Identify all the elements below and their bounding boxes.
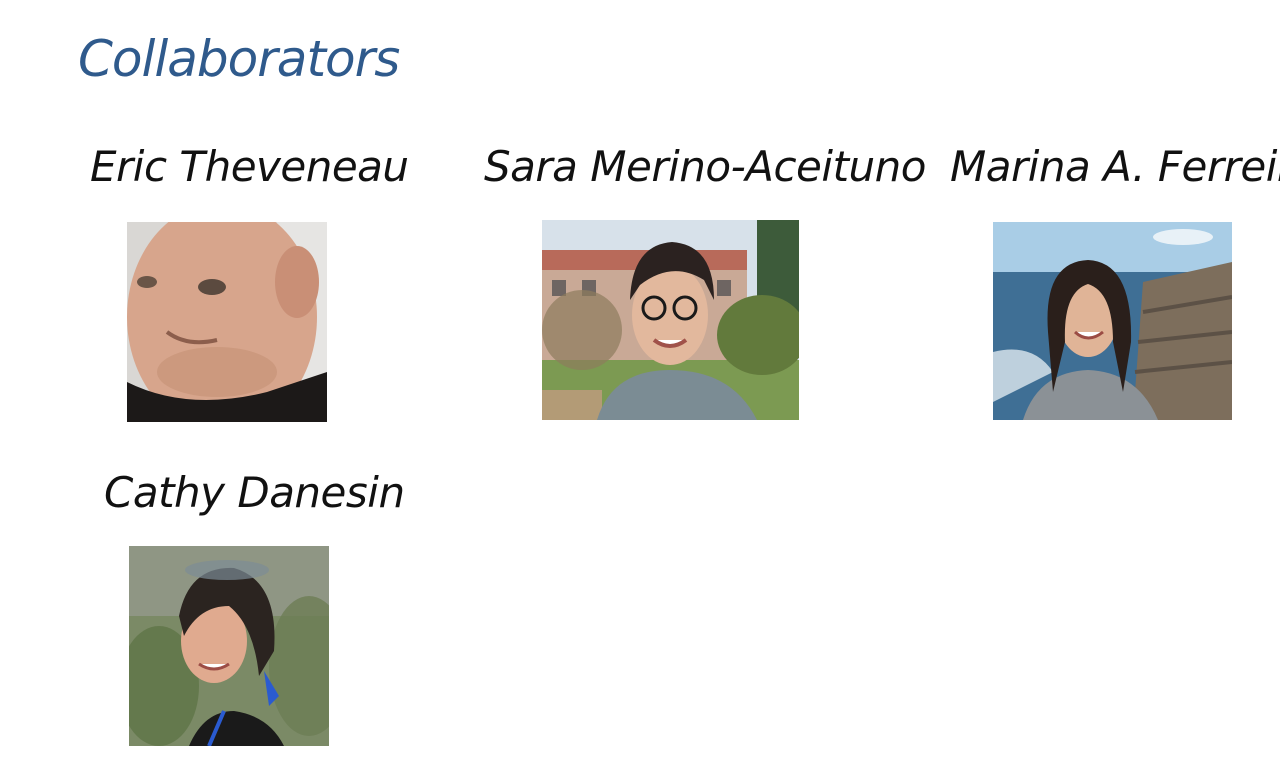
portrait-photo-icon: [993, 222, 1232, 420]
collaborator-name-sara-merino-aceituno: Sara Merino-Aceituno: [484, 142, 926, 191]
collaborator-photo-cathy-danesin: [129, 546, 329, 746]
portrait-photo-icon: [129, 546, 329, 746]
collaborator-name-cathy-danesin: Cathy Danesin: [104, 468, 405, 517]
page-title: Collaborators: [78, 30, 400, 88]
collaborator-name-marina-a-ferreira: Marina A. Ferreira: [950, 142, 1280, 191]
collaborator-name-eric-theveneau: Eric Theveneau: [90, 142, 409, 191]
collaborator-photo-marina-a-ferreira: [993, 222, 1232, 420]
portrait-photo-icon: [542, 220, 799, 420]
portrait-photo-icon: [127, 222, 327, 422]
collaborator-photo-sara-merino-aceituno: [542, 220, 799, 420]
collaborator-photo-eric-theveneau: [127, 222, 327, 422]
